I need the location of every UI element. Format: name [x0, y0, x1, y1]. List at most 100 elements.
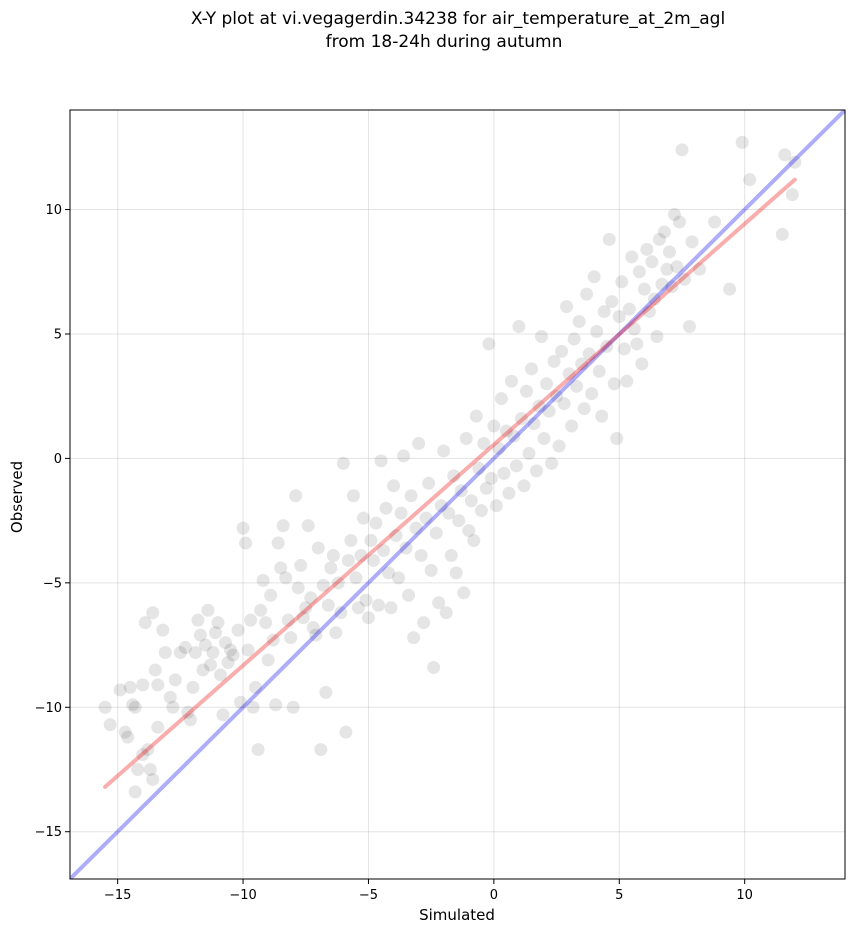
data-point: [444, 548, 458, 562]
data-point: [359, 593, 373, 607]
data-point: [399, 541, 413, 555]
data-point: [555, 344, 569, 358]
data-point: [587, 270, 601, 284]
data-point: [670, 260, 684, 274]
y-tick-label: 5: [54, 327, 62, 342]
data-point: [522, 446, 536, 460]
data-point: [213, 668, 227, 682]
data-point: [409, 521, 423, 535]
data-point: [186, 680, 200, 694]
data-point: [514, 412, 528, 426]
data-point: [181, 705, 195, 719]
data-point: [128, 785, 142, 799]
data-point: [675, 143, 689, 157]
data-point: [311, 541, 325, 555]
fit-line: [103, 177, 797, 789]
data-point: [547, 354, 561, 368]
data-point: [259, 616, 273, 630]
data-point: [492, 441, 506, 455]
data-point: [575, 357, 589, 371]
data-point: [158, 646, 172, 660]
data-point: [201, 603, 215, 617]
x-tick-label: 5: [615, 888, 623, 903]
data-point: [537, 432, 551, 446]
data-point: [632, 265, 646, 279]
reference-lines: [70, 110, 845, 879]
x-tick-label: 10: [736, 888, 753, 903]
data-point: [191, 613, 205, 627]
data-point: [118, 725, 132, 739]
data-point: [196, 663, 210, 677]
data-point: [657, 225, 671, 239]
data-point: [482, 337, 496, 351]
data-point: [655, 277, 669, 291]
data-point: [572, 315, 586, 329]
x-axis-ticks: −15 −10 −5 0 5 10: [104, 879, 753, 903]
data-point: [208, 626, 222, 640]
data-point: [422, 476, 436, 490]
data-point: [464, 494, 478, 508]
data-point: [136, 748, 150, 762]
data-point: [178, 641, 192, 655]
data-point: [384, 601, 398, 615]
data-point: [146, 606, 160, 620]
data-point: [296, 611, 310, 625]
data-point: [148, 663, 162, 677]
x-tick-label: −15: [104, 888, 131, 903]
data-point: [517, 479, 531, 493]
data-point: [163, 690, 177, 704]
data-point: [351, 601, 365, 615]
y-axis-label: Observed: [8, 461, 26, 533]
data-point: [489, 499, 503, 513]
x-tick-label: −10: [229, 888, 256, 903]
data-point: [397, 449, 411, 463]
data-point: [319, 685, 333, 699]
data-point: [274, 561, 288, 575]
data-point: [314, 743, 328, 757]
data-point: [244, 613, 258, 627]
data-point: [98, 700, 112, 714]
y-tick-label: −15: [35, 825, 62, 840]
data-point: [286, 700, 300, 714]
data-point: [545, 456, 559, 470]
data-point: [642, 305, 656, 319]
data-point: [306, 621, 320, 635]
data-point: [211, 616, 225, 630]
data-point: [123, 680, 137, 694]
data-point: [625, 250, 639, 264]
data-point: [662, 245, 676, 259]
data-point: [499, 424, 513, 438]
data-point: [168, 673, 182, 687]
data-point: [193, 628, 207, 642]
data-point: [256, 573, 270, 587]
data-point: [532, 399, 546, 413]
data-point: [437, 444, 451, 458]
data-point: [504, 374, 518, 388]
data-point: [224, 643, 238, 657]
data-point: [527, 417, 541, 431]
data-point: [339, 725, 353, 739]
data-point: [775, 227, 789, 241]
data-point: [151, 720, 165, 734]
data-point: [226, 648, 240, 662]
data-point: [231, 623, 245, 637]
data-point: [600, 339, 614, 353]
data-point: [206, 646, 220, 660]
data-point: [723, 282, 737, 296]
data-point: [509, 459, 523, 473]
data-point: [567, 332, 581, 346]
data-point: [264, 588, 278, 602]
data-point: [291, 581, 305, 595]
data-point: [459, 432, 473, 446]
data-point: [121, 730, 135, 744]
data-point: [457, 586, 471, 600]
data-point: [344, 534, 358, 548]
data-point: [216, 708, 230, 722]
data-point: [602, 232, 616, 246]
data-point: [316, 578, 330, 592]
data-point: [652, 232, 666, 246]
data-point: [472, 461, 486, 475]
data-point: [449, 566, 463, 580]
data-point: [151, 678, 165, 692]
data-point: [294, 558, 308, 572]
